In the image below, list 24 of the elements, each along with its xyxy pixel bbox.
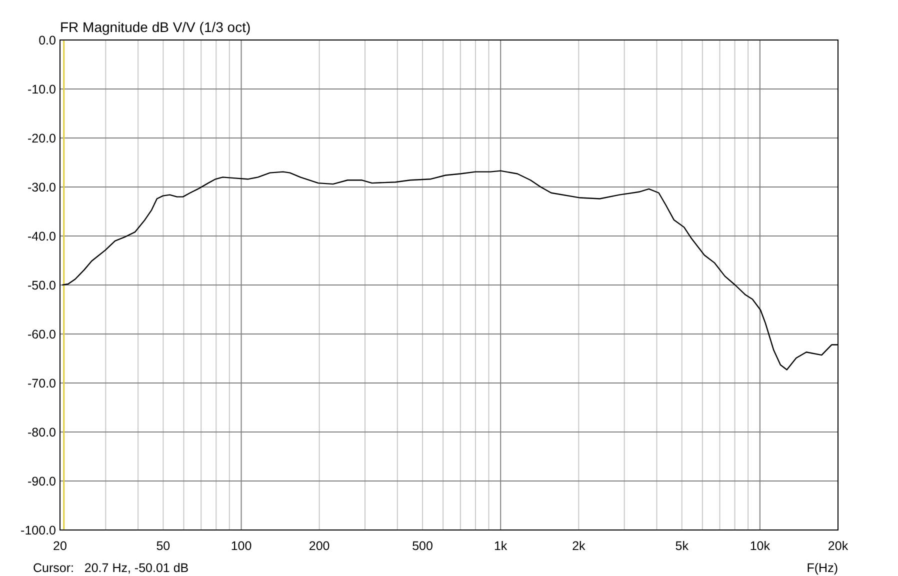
x-tick-label: 10k bbox=[750, 539, 771, 553]
chart-title: FR Magnitude dB V/V (1/3 oct) bbox=[60, 19, 251, 35]
y-tick-label: -60.0 bbox=[28, 327, 56, 342]
x-tick-label: 100 bbox=[230, 539, 252, 553]
x-tick-label: 200 bbox=[308, 539, 330, 553]
x-tick-label: 50 bbox=[156, 539, 170, 553]
x-tick-label: 20 bbox=[53, 539, 67, 553]
y-tick-label: -30.0 bbox=[28, 180, 56, 194]
y-tick-label: -100.0 bbox=[20, 523, 56, 538]
x-axis-title: F(Hz) bbox=[806, 561, 838, 575]
y-tick-label: -80.0 bbox=[28, 425, 56, 440]
y-tick-label: -90.0 bbox=[28, 474, 56, 488]
y-tick-label: -70.0 bbox=[28, 376, 56, 390]
x-tick-label: 20k bbox=[828, 539, 849, 553]
x-tick-label: 500 bbox=[412, 539, 434, 553]
x-tick-label: 5k bbox=[675, 539, 690, 553]
y-tick-label: -40.0 bbox=[28, 229, 56, 244]
text: Cursor: 20.7 Hz, -50.01 dB bbox=[33, 561, 189, 575]
x-tick-label: 1k bbox=[494, 539, 508, 553]
y-tick-label: -50.0 bbox=[28, 278, 56, 292]
x-tick-label: 2k bbox=[572, 539, 586, 553]
y-tick-label: -10.0 bbox=[28, 82, 56, 96]
y-tick-label: -20.0 bbox=[28, 131, 56, 146]
y-tick-label: 0.0 bbox=[38, 33, 56, 48]
